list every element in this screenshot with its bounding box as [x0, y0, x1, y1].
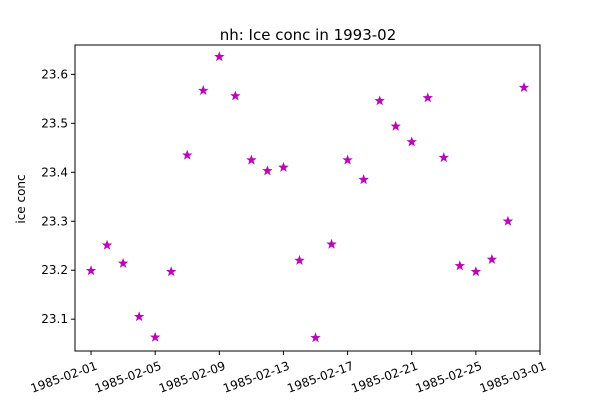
axes: 23.123.223.323.423.523.61985-02-011985-0… — [29, 67, 548, 395]
x-tick-label: 1985-03-01 — [478, 359, 548, 396]
data-points — [85, 51, 530, 343]
y-tick-label: 23.4 — [41, 165, 68, 179]
data-point — [198, 85, 209, 95]
y-axis-label: ice conc — [14, 174, 28, 223]
data-point — [294, 254, 305, 265]
data-point — [438, 152, 450, 163]
x-tick-label: 1985-02-09 — [157, 359, 227, 396]
data-point — [117, 257, 129, 268]
data-point — [454, 260, 466, 271]
data-point — [165, 266, 177, 277]
data-point — [342, 154, 353, 165]
data-point — [230, 90, 241, 101]
y-tick-label: 23.2 — [41, 263, 68, 277]
data-point — [262, 165, 273, 176]
data-point — [470, 266, 482, 277]
data-point — [502, 215, 514, 226]
x-tick-label: 1985-02-05 — [93, 359, 163, 396]
y-tick-label: 23.1 — [41, 312, 68, 326]
data-point — [246, 154, 257, 165]
data-point — [310, 332, 321, 343]
chart-title: nh: Ice conc in 1993-02 — [220, 26, 397, 44]
data-point — [149, 331, 161, 342]
data-point — [406, 136, 417, 147]
y-tick-label: 23.6 — [41, 67, 68, 81]
x-tick-label: 1985-02-01 — [29, 359, 99, 396]
y-tick-label: 23.5 — [41, 116, 68, 130]
data-point — [182, 149, 193, 160]
data-point — [101, 239, 113, 250]
plot-frame — [74, 44, 541, 352]
data-point — [278, 161, 289, 172]
x-tick-label: 1985-02-13 — [221, 359, 291, 396]
data-point — [358, 174, 369, 185]
data-point — [214, 51, 225, 62]
data-point — [374, 95, 385, 106]
y-tick-label: 23.3 — [41, 214, 68, 228]
data-point — [390, 120, 401, 131]
data-point — [486, 253, 498, 264]
x-tick-label: 1985-02-17 — [285, 359, 355, 396]
x-tick-label: 1985-02-25 — [414, 359, 484, 396]
x-tick-label: 1985-02-21 — [349, 359, 419, 396]
data-point — [422, 92, 433, 103]
data-point — [85, 265, 97, 276]
data-point — [133, 311, 145, 322]
data-point — [326, 238, 337, 249]
data-point — [518, 82, 530, 93]
